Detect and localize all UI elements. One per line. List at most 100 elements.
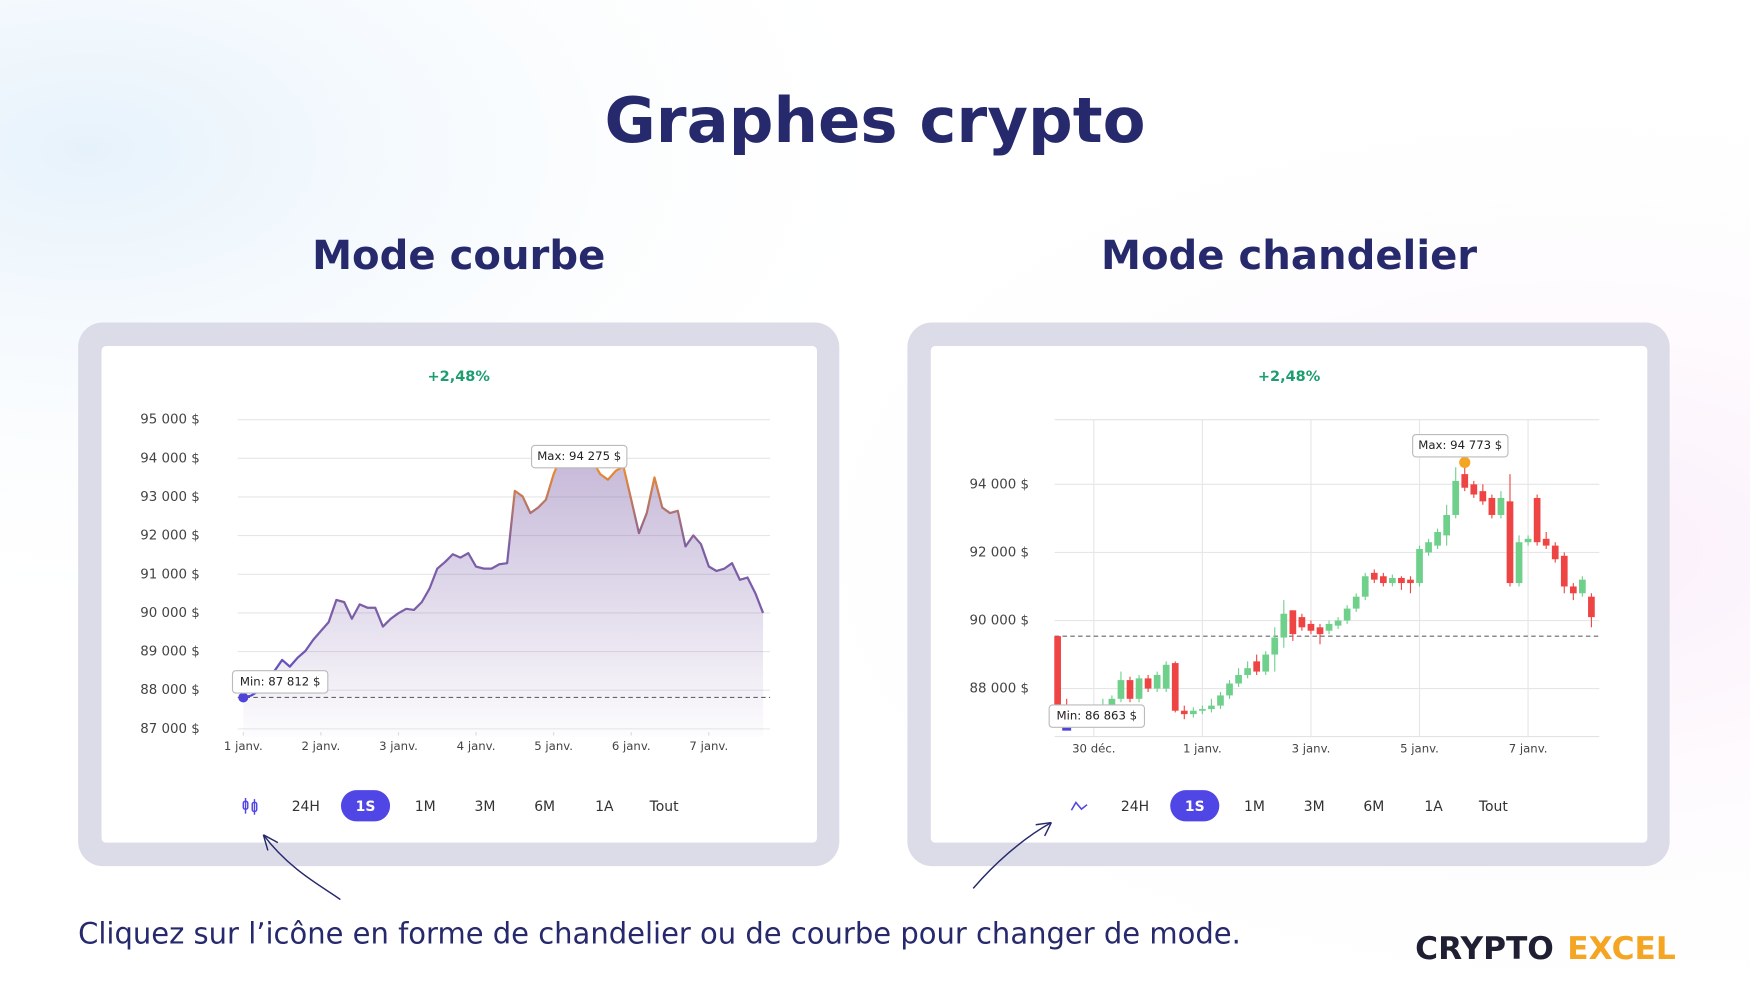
candle-body xyxy=(1389,577,1396,584)
candle-body xyxy=(1226,683,1233,696)
y-tick-label: 88 000 $ xyxy=(969,682,1029,697)
candle-body xyxy=(1352,596,1360,609)
period-button[interactable]: 3M xyxy=(1304,799,1325,815)
candle-body xyxy=(1171,663,1179,711)
candle-body xyxy=(1588,596,1595,618)
candle-body xyxy=(1189,710,1197,715)
candle-body xyxy=(1108,698,1116,706)
min-annotation: Min: 87 812 $ xyxy=(240,674,321,688)
period-button[interactable]: 24H xyxy=(292,799,320,815)
candle-body xyxy=(1153,674,1161,689)
candle-body xyxy=(1235,674,1242,684)
candle-body xyxy=(1271,637,1279,655)
candle-body xyxy=(1298,617,1306,628)
period-button[interactable]: 1A xyxy=(595,799,614,815)
max-annotation: Max: 94 275 $ xyxy=(537,449,621,463)
candle-body xyxy=(1144,678,1152,689)
period-button[interactable]: 3M xyxy=(474,799,495,815)
x-tick-label: 5 janv. xyxy=(1400,741,1439,755)
logo-left: CRYPTO xyxy=(1415,931,1554,967)
change-label: +2,48% xyxy=(427,369,490,385)
panel-card xyxy=(930,345,1648,843)
candle-body xyxy=(1343,608,1351,621)
x-tick-label: 1 janv. xyxy=(1183,741,1222,755)
x-tick-label: 5 janv. xyxy=(534,739,573,753)
y-tick-label: 95 000 $ xyxy=(140,413,200,428)
candle-body xyxy=(1416,549,1423,584)
candle-body xyxy=(1488,497,1496,515)
candle-body xyxy=(1379,576,1387,584)
period-button[interactable]: 6M xyxy=(534,799,555,815)
y-tick-label: 90 000 $ xyxy=(140,606,200,621)
hint-arrow xyxy=(262,821,1052,901)
y-tick-label: 90 000 $ xyxy=(969,614,1029,629)
price-line xyxy=(243,446,765,699)
max-annotation: Max: 94 773 $ xyxy=(1418,438,1502,452)
annotation-box xyxy=(1412,434,1509,458)
candle-body xyxy=(1289,610,1297,635)
min-annotation: Min: 86 863 $ xyxy=(1057,709,1138,723)
period-button[interactable]: 1A xyxy=(1424,799,1443,815)
x-tick-label: 7 janv. xyxy=(689,739,728,753)
candle-body xyxy=(1135,678,1143,699)
y-tick-label: 92 000 $ xyxy=(969,545,1029,560)
candle-body xyxy=(1361,576,1369,597)
period-active-pill xyxy=(340,790,391,822)
candle-body xyxy=(1479,491,1487,502)
candle-body xyxy=(1470,484,1478,495)
candle-body xyxy=(1162,664,1170,689)
period-button[interactable]: 1M xyxy=(415,799,436,815)
candle-body xyxy=(1316,627,1324,635)
candle-body xyxy=(1515,542,1523,584)
y-tick-label: 93 000 $ xyxy=(140,490,200,505)
candle-body xyxy=(1253,661,1261,672)
period-button[interactable]: 24H xyxy=(1121,799,1149,815)
annotation-box xyxy=(231,670,329,694)
period-active-pill xyxy=(1170,790,1220,822)
candle-body xyxy=(1407,579,1414,584)
candle-body xyxy=(1443,514,1451,536)
line-mode-icon[interactable] xyxy=(1070,801,1088,811)
logo: CRYPTO EXCEL xyxy=(1415,931,1676,967)
page-title: Graphes crypto xyxy=(604,84,1145,157)
x-tick-label: 3 janv. xyxy=(1292,741,1331,755)
candle-body xyxy=(1452,480,1460,515)
x-tick-label: 3 janv. xyxy=(379,739,418,753)
candle-body xyxy=(1497,497,1505,515)
y-tick-label: 92 000 $ xyxy=(140,529,200,544)
candle-body xyxy=(1370,572,1378,580)
period-button[interactable]: Tout xyxy=(649,799,680,815)
candle-body xyxy=(1569,586,1577,594)
y-tick-label: 94 000 $ xyxy=(140,451,200,466)
logo-right: EXCEL xyxy=(1567,931,1676,967)
change-label: +2,48% xyxy=(1258,369,1321,385)
annotation-box xyxy=(1048,704,1146,728)
candle-body xyxy=(1280,613,1288,638)
annotation-box xyxy=(530,444,628,469)
period-button[interactable]: 1S xyxy=(356,799,376,815)
y-tick-label: 91 000 $ xyxy=(140,567,200,582)
x-tick-label: 2 janv. xyxy=(302,739,341,753)
candle-body xyxy=(1579,579,1586,594)
candle-body xyxy=(1560,555,1568,587)
candle-body xyxy=(1126,680,1134,699)
candle-body xyxy=(1208,705,1215,710)
candle-body xyxy=(1262,654,1270,672)
candle-body xyxy=(1398,577,1405,584)
min-dot xyxy=(238,692,249,703)
candle-body xyxy=(1434,531,1441,546)
candle-body xyxy=(1244,668,1251,675)
period-button[interactable]: 1M xyxy=(1244,799,1265,815)
candle-mode-icon[interactable] xyxy=(242,797,258,815)
candle-body xyxy=(1524,538,1532,543)
x-tick-label: 30 déc. xyxy=(1072,741,1115,755)
candle-body xyxy=(1542,538,1550,546)
period-button[interactable]: 1S xyxy=(1185,799,1205,815)
period-button[interactable]: Tout xyxy=(1478,799,1509,815)
period-button[interactable]: 6M xyxy=(1363,799,1384,815)
candle-body xyxy=(1117,680,1125,699)
candle-body xyxy=(1461,474,1469,488)
candle-body xyxy=(1180,710,1188,715)
candle-body xyxy=(1307,623,1315,631)
candle-body xyxy=(1217,695,1224,706)
